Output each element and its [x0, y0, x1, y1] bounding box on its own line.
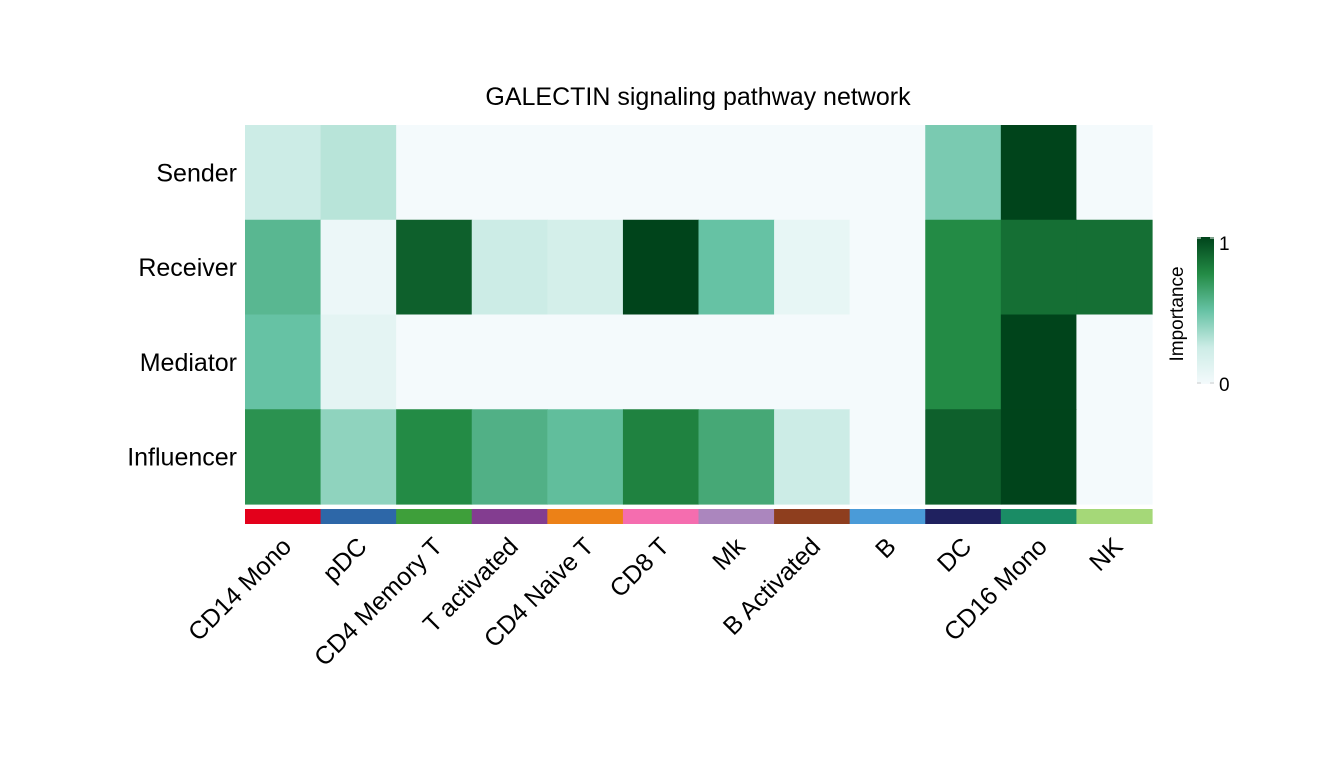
cell-receiver-cd16-mono: [1000, 219, 1078, 316]
column-label-cd8-t: CD8 T: [604, 532, 675, 603]
row-label-receiver: Receiver: [138, 254, 237, 282]
cell-influencer-b-activated: [774, 409, 851, 505]
cell-mediator-cd16-mono: [1000, 314, 1078, 410]
cell-mediator-b: [849, 314, 926, 410]
legend-colorbar: [1197, 237, 1214, 384]
cell-receiver-b: [849, 219, 926, 316]
cell-mediator-pdc: [320, 314, 397, 410]
annotation-b: [849, 509, 926, 524]
cell-sender-t-activated: [471, 125, 548, 221]
annotation-cd14-mono: [245, 509, 322, 524]
cell-sender-cd4-naive-t: [547, 125, 624, 221]
column-annotation-bar: [245, 509, 1153, 524]
chart-title: GALECTIN signaling pathway network: [485, 83, 911, 111]
cell-sender-b: [849, 125, 926, 221]
cell-mediator-cd8-t: [622, 314, 700, 410]
cell-sender-cd4-memory-t: [396, 125, 473, 221]
color-legend: 1 0 Importance: [1167, 234, 1230, 396]
annotation-mk: [698, 509, 775, 524]
annotation-t-activated: [471, 509, 548, 524]
legend-tick-min: 0: [1219, 375, 1230, 396]
column-label-b: B: [870, 532, 902, 564]
cell-influencer-cd4-memory-t: [396, 409, 473, 505]
cell-receiver-pdc: [320, 219, 397, 316]
cell-receiver-t-activated: [471, 219, 548, 316]
annotation-cd16-mono: [1000, 509, 1078, 524]
cell-influencer-cd8-t: [622, 409, 700, 505]
cell-mediator-mk: [698, 314, 775, 410]
cell-receiver-mk: [698, 219, 775, 316]
cell-mediator-nk: [1076, 314, 1153, 410]
column-label-nk: NK: [1084, 532, 1129, 577]
legend-tick-max: 1: [1219, 234, 1230, 255]
column-label-mk: Mk: [707, 532, 751, 576]
annotation-nk: [1076, 509, 1153, 524]
cell-influencer-pdc: [320, 409, 397, 505]
annotation-b-activated: [774, 509, 851, 524]
cell-mediator-cd4-naive-t: [547, 314, 624, 410]
cell-influencer-cd14-mono: [245, 409, 322, 505]
cell-sender-cd16-mono: [1000, 125, 1078, 221]
annotation-pdc: [320, 509, 397, 524]
cell-influencer-b: [849, 409, 926, 505]
cell-influencer-mk: [698, 409, 775, 505]
cell-influencer-nk: [1076, 409, 1153, 505]
cell-influencer-t-activated: [471, 409, 548, 505]
cell-influencer-dc: [925, 409, 1002, 505]
cell-influencer-cd4-naive-t: [547, 409, 624, 505]
cell-receiver-nk: [1076, 219, 1153, 316]
annotation-dc: [925, 509, 1002, 524]
cell-influencer-cd16-mono: [1000, 409, 1078, 505]
annotation-cd4-naive-t: [547, 509, 624, 524]
row-label-mediator: Mediator: [140, 349, 237, 377]
annotation-cd4-memory-t: [396, 509, 473, 524]
column-label-pdc: pDC: [317, 532, 372, 587]
cell-receiver-cd14-mono: [245, 219, 322, 316]
row-label-sender: Sender: [156, 159, 237, 187]
cell-receiver-dc: [925, 219, 1002, 316]
cell-receiver-cd4-naive-t: [547, 219, 624, 316]
cell-mediator-cd4-memory-t: [396, 314, 473, 410]
legend-title: Importance: [1167, 266, 1188, 361]
cell-mediator-b-activated: [774, 314, 851, 410]
column-label-cd14-mono: CD14 Mono: [183, 532, 297, 646]
cell-mediator-t-activated: [471, 314, 548, 410]
heatmap-cells: [245, 125, 1153, 505]
cell-sender-b-activated: [774, 125, 851, 221]
cell-sender-mk: [698, 125, 775, 221]
cell-receiver-cd8-t: [622, 219, 700, 316]
cell-sender-cd8-t: [622, 125, 700, 221]
cell-sender-nk: [1076, 125, 1153, 221]
column-label-dc: DC: [932, 532, 977, 577]
row-label-influencer: Influencer: [127, 444, 237, 472]
cell-sender-pdc: [320, 125, 397, 221]
row-labels: Sender Receiver Mediator Influencer: [127, 159, 237, 471]
cell-sender-cd14-mono: [245, 125, 322, 221]
cell-mediator-cd14-mono: [245, 314, 322, 410]
cell-mediator-dc: [925, 314, 1002, 410]
cell-sender-dc: [925, 125, 1002, 221]
column-label-cd4-memory-t: CD4 Memory T: [309, 532, 448, 671]
annotation-cd8-t: [622, 509, 700, 524]
cell-receiver-cd4-memory-t: [396, 219, 473, 316]
cell-receiver-b-activated: [774, 219, 851, 316]
